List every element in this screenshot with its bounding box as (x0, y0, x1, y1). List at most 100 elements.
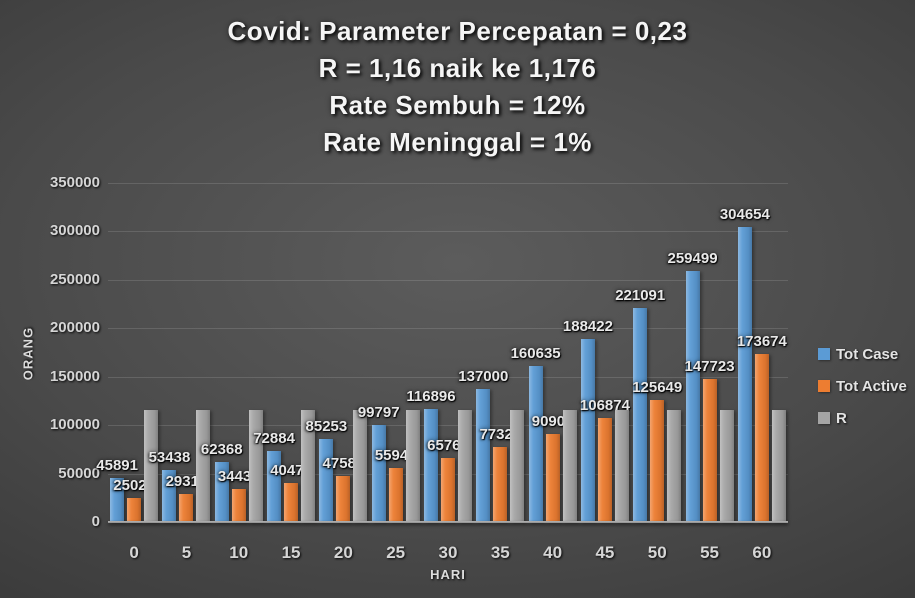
legend-label-tot-case: Tot Case (836, 345, 899, 363)
bar-tot-active (650, 400, 665, 522)
bar-tot-active (336, 475, 351, 522)
legend-swatch-tot-active (818, 380, 830, 392)
x-axis-tick-label: 35 (490, 543, 510, 562)
bar-r (301, 409, 316, 522)
bar-tot-case (162, 470, 177, 522)
bar-tot-active (231, 488, 246, 522)
bar-tot-case (580, 339, 595, 522)
chart-title: Covid: Parameter Percepatan = 0,23 R = 1… (0, 13, 915, 161)
data-label-tot-case: 62368 (200, 440, 243, 458)
data-label-tot-case: 160635 (510, 345, 561, 363)
y-axis-tick-label: 350000 (49, 174, 100, 191)
gridline (108, 328, 788, 330)
bar-tot-case (371, 425, 386, 522)
x-axis-tick-label: 0 (129, 543, 139, 562)
data-label-tot-active: 125649 (632, 379, 683, 397)
bar-tot-case (110, 477, 125, 522)
x-axis-tick-label: 15 (281, 543, 301, 562)
data-label-tot-case: 53438 (148, 449, 191, 467)
legend-swatch-tot-case (818, 348, 830, 360)
x-axis-tick-label: 30 (438, 543, 458, 562)
bar-r (562, 409, 577, 522)
data-label-tot-active: 173674 (736, 332, 787, 350)
bar-tot-active (284, 482, 299, 522)
x-axis-tick-label: 60 (752, 543, 772, 562)
x-axis-line (108, 521, 788, 523)
legend-item-r: R (818, 409, 907, 427)
bar-r (353, 409, 368, 522)
bar-tot-case (319, 439, 334, 522)
bar-tot-case (424, 408, 438, 522)
bar-r (196, 409, 211, 522)
bar-tot-case (737, 226, 752, 522)
bar-r (510, 409, 525, 522)
bar-tot-case (267, 451, 282, 522)
x-axis-tick-label: 50 (647, 543, 667, 562)
x-axis-tick-label: 40 (543, 543, 563, 562)
data-label-tot-case: 99797 (357, 404, 400, 422)
legend-swatch-r (818, 412, 830, 424)
bar-tot-active (493, 447, 508, 522)
gridline (108, 279, 788, 281)
y-axis-tick-label: 150000 (49, 367, 100, 385)
bar-tot-active (179, 493, 194, 522)
chart-title-line-2: R = 1,16 naik ke 1,176 (318, 53, 597, 83)
x-axis-tick-label: 5 (181, 543, 192, 562)
data-label-tot-case: 45891 (96, 456, 138, 474)
x-axis-tick-label: 45 (595, 543, 615, 562)
data-label-tot-case: 116896 (406, 387, 456, 405)
x-axis-title: HARI (430, 567, 466, 582)
legend: Tot Case Tot Active R (818, 345, 907, 441)
legend-item-tot-case: Tot Case (818, 345, 907, 363)
chart-title-line-3: Rate Sembuh = 12% (329, 90, 586, 120)
y-axis-tick-label: 200000 (49, 319, 100, 337)
data-label-tot-active: 147723 (684, 357, 735, 375)
bar-tot-case (476, 389, 491, 522)
data-label-tot-case: 188422 (562, 318, 613, 336)
bar-r (614, 409, 629, 522)
data-label-tot-case: 137000 (458, 368, 509, 386)
x-axis-tick-label: 25 (386, 543, 406, 562)
data-label-tot-case: 304654 (719, 205, 770, 223)
bar-tot-case (528, 366, 543, 522)
bar-r (405, 409, 420, 522)
y-axis-tick-label: 300000 (49, 222, 100, 240)
y-axis-tick-label: 250000 (49, 270, 100, 288)
bar-r (248, 409, 263, 522)
legend-item-tot-active: Tot Active (818, 377, 907, 395)
bar-r (458, 409, 472, 522)
x-axis-tick-label: 10 (229, 543, 249, 562)
gridline (108, 231, 788, 233)
bar-r (667, 409, 682, 522)
chart-title-line-4: Rate Meninggal = 1% (323, 127, 592, 157)
legend-label-tot-active: Tot Active (836, 377, 907, 395)
bar-tot-case (214, 461, 229, 522)
bar-r (144, 409, 159, 522)
bar-tot-active (754, 353, 769, 522)
bar-tot-active (545, 433, 560, 522)
data-label-tot-case: 72884 (253, 430, 295, 448)
x-axis-tick-label: 55 (700, 543, 719, 562)
bar-tot-case (633, 307, 648, 522)
bar-tot-active (441, 458, 455, 522)
legend-label-r: R (836, 409, 847, 427)
data-label-tot-case: 85253 (305, 418, 348, 436)
y-axis-tick-label: 0 (91, 513, 100, 530)
gridline (108, 425, 788, 427)
bar-tot-active (388, 467, 403, 522)
chart-title-line-1: Covid: Parameter Percepatan = 0,23 (227, 16, 688, 46)
gridline (108, 183, 788, 184)
x-axis-tick-label: 20 (333, 543, 353, 562)
gridline (108, 376, 788, 378)
bar-tot-case (685, 270, 700, 522)
bar-r (771, 409, 786, 522)
data-label-tot-case: 259499 (667, 249, 718, 267)
bar-tot-active (702, 378, 717, 522)
y-axis-tick-label: 100000 (49, 416, 100, 434)
bar-tot-active (597, 418, 612, 522)
y-axis-tick-label: 50000 (58, 464, 100, 482)
bar-r (719, 409, 734, 522)
bar-tot-active (127, 497, 142, 522)
